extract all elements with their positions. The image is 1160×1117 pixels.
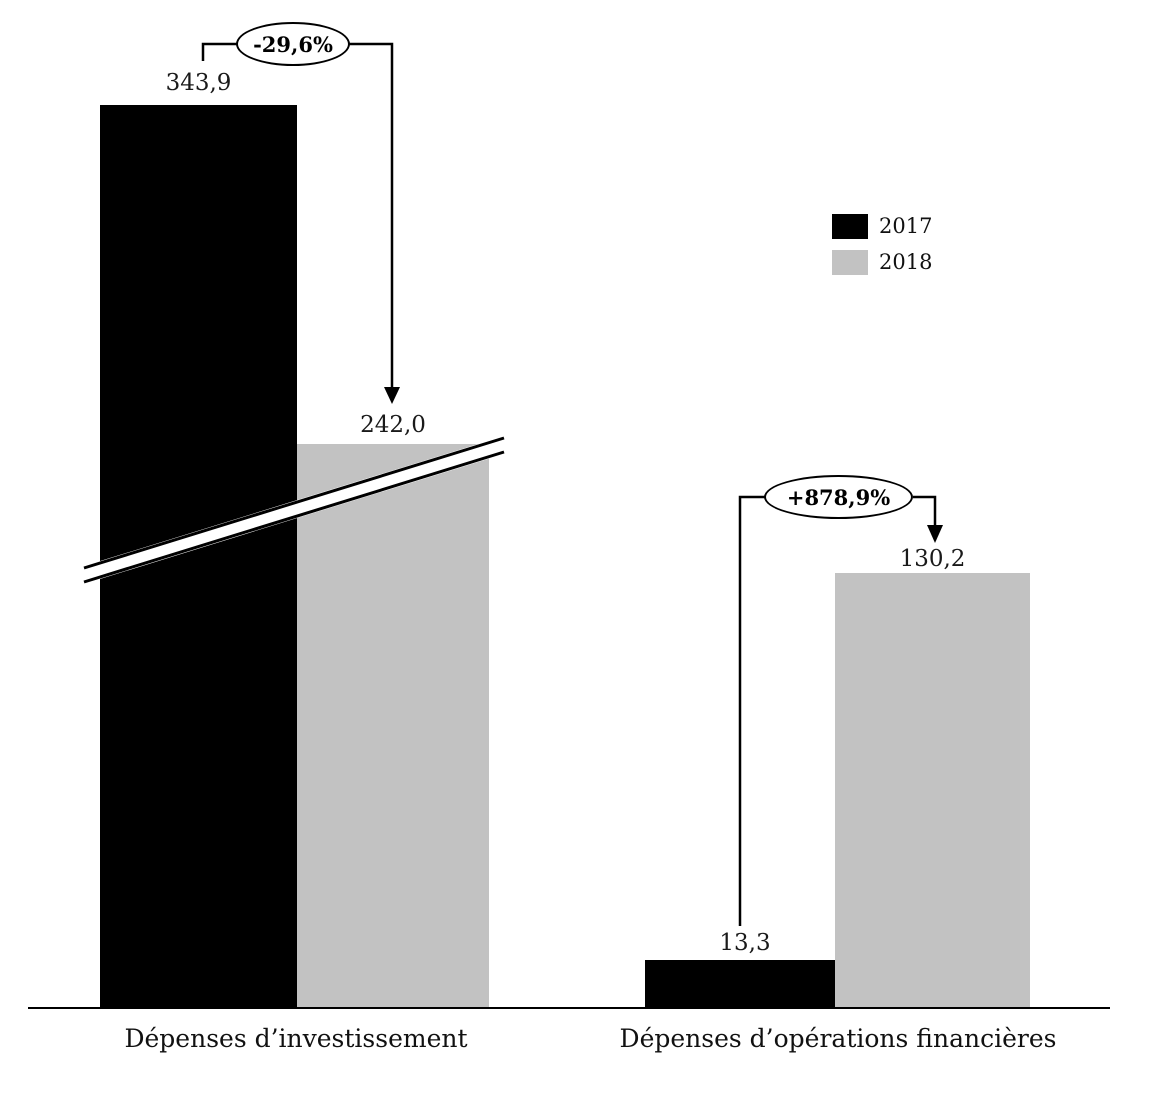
bar-2017-investissement xyxy=(100,105,297,1007)
legend-item-2017: 2017 xyxy=(832,214,932,239)
legend-label-2017: 2017 xyxy=(879,214,933,238)
value-label-2018-investissement: 242,0 xyxy=(360,412,426,438)
x-axis-line xyxy=(28,1007,1110,1009)
bar-2017-operations xyxy=(645,960,835,1007)
legend-swatch-2018 xyxy=(832,250,868,275)
change-badge-operations-text: +878,9% xyxy=(786,484,891,510)
category-label-operations: Dépenses d’opérations financières xyxy=(619,1024,1057,1053)
value-label-2018-operations: 130,2 xyxy=(899,546,966,572)
change-badge-investissement: -29,6% xyxy=(236,22,350,66)
category-label-investissement: Dépenses d’investissement xyxy=(124,1024,468,1053)
change-badge-investissement-text: -29,6% xyxy=(253,31,333,57)
legend: 2017 2018 xyxy=(832,214,932,286)
legend-swatch-2017 xyxy=(832,214,868,239)
bar-2018-investissement xyxy=(297,444,489,1007)
value-label-2017-investissement: 343,9 xyxy=(165,70,232,96)
bar-2018-operations xyxy=(835,573,1030,1007)
legend-label-2018: 2018 xyxy=(879,250,933,274)
legend-item-2018: 2018 xyxy=(832,250,932,275)
change-badge-operations: +878,9% xyxy=(764,475,913,519)
value-label-2017-operations: 13,3 xyxy=(719,930,771,956)
